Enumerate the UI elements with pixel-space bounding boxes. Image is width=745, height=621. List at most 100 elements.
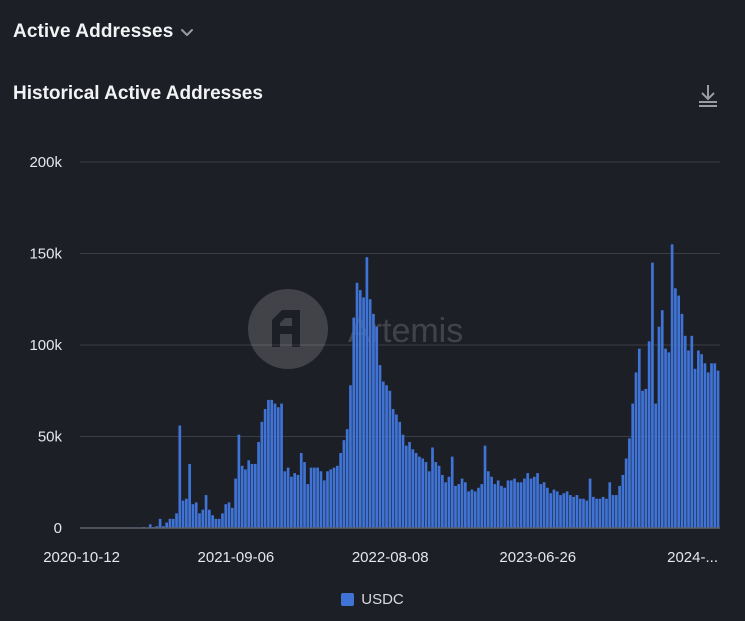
bar [624, 458, 628, 528]
watermark: Artemis [248, 289, 463, 369]
bar [188, 463, 191, 528]
bar [431, 447, 434, 528]
bar [644, 388, 648, 528]
bar [385, 385, 388, 528]
bar [716, 370, 720, 528]
bar [677, 295, 681, 528]
bar [263, 409, 267, 528]
bar [503, 487, 507, 528]
bar [326, 471, 329, 528]
bar [572, 496, 575, 528]
bar [509, 480, 513, 528]
bar [398, 421, 402, 528]
bar [555, 491, 559, 528]
bar [227, 502, 231, 528]
bar [549, 493, 553, 528]
bar [628, 438, 631, 528]
bar-chart: Artemis 0 50k 100k 150k 200k 2020-10-12 2021-… [29, 154, 720, 566]
bar [365, 257, 369, 528]
bar [637, 348, 641, 528]
bar [631, 403, 635, 528]
metric-selector[interactable]: Active Addresses [13, 19, 195, 45]
bar [148, 524, 152, 528]
bar [690, 335, 694, 528]
bar [273, 403, 277, 528]
bar [158, 518, 162, 528]
bar [316, 467, 319, 528]
bar [299, 452, 303, 528]
bar [434, 462, 438, 528]
bar [483, 445, 487, 528]
bar [539, 484, 543, 528]
bar [168, 518, 172, 528]
bar [253, 463, 257, 528]
watermark-text: Artemis [348, 312, 463, 350]
bar [421, 458, 425, 528]
bar [165, 522, 169, 528]
legend[interactable]: USDC [0, 591, 745, 608]
bar [355, 282, 359, 528]
bar [592, 496, 595, 528]
bar [578, 498, 582, 528]
bar [680, 313, 684, 528]
bar [611, 495, 615, 528]
bar [296, 474, 300, 528]
y-tick-label: 150k [29, 246, 62, 263]
bar [450, 456, 454, 528]
bar [260, 421, 264, 528]
bar [657, 326, 661, 528]
bar [473, 491, 477, 528]
bar [198, 513, 201, 528]
bar [201, 509, 205, 528]
bar [647, 341, 651, 528]
bar [634, 372, 638, 528]
bar [349, 385, 352, 528]
bar [660, 310, 664, 528]
bar [598, 498, 602, 528]
bar [706, 372, 710, 528]
grid-lines [80, 161, 720, 437]
bar [234, 478, 237, 528]
bar [240, 465, 244, 528]
bar [621, 474, 625, 528]
y-tick-label: 0 [54, 520, 62, 537]
bar [270, 399, 274, 528]
y-tick-label: 100k [29, 337, 62, 354]
bar [651, 262, 654, 528]
bar [575, 495, 579, 528]
y-tick-label: 50k [38, 429, 63, 446]
bar [293, 473, 297, 528]
bar [286, 467, 290, 528]
bar [480, 484, 484, 528]
bar [336, 465, 339, 528]
bar [319, 471, 323, 528]
bar [444, 482, 447, 528]
bar [569, 495, 572, 528]
bar [565, 491, 569, 528]
bar [401, 434, 405, 528]
bar [513, 478, 516, 528]
bar [391, 409, 395, 528]
bar [362, 297, 365, 528]
bar [710, 363, 713, 528]
bar [516, 482, 520, 528]
bar [683, 335, 687, 528]
bar [388, 390, 392, 528]
bar [267, 399, 270, 528]
bar [552, 489, 556, 528]
bar [214, 518, 218, 528]
bar [181, 500, 185, 528]
bar [693, 368, 697, 528]
bar [614, 495, 618, 528]
bar [276, 407, 280, 528]
bar [408, 441, 411, 528]
bar [204, 495, 208, 528]
bar [601, 496, 605, 528]
legend-label: USDC [361, 591, 404, 608]
bar [375, 326, 379, 528]
bar [559, 495, 562, 528]
metric-selector-label: Active Addresses [13, 21, 174, 42]
bar [441, 474, 444, 528]
bar [437, 465, 441, 528]
download-icon[interactable] [696, 82, 720, 108]
